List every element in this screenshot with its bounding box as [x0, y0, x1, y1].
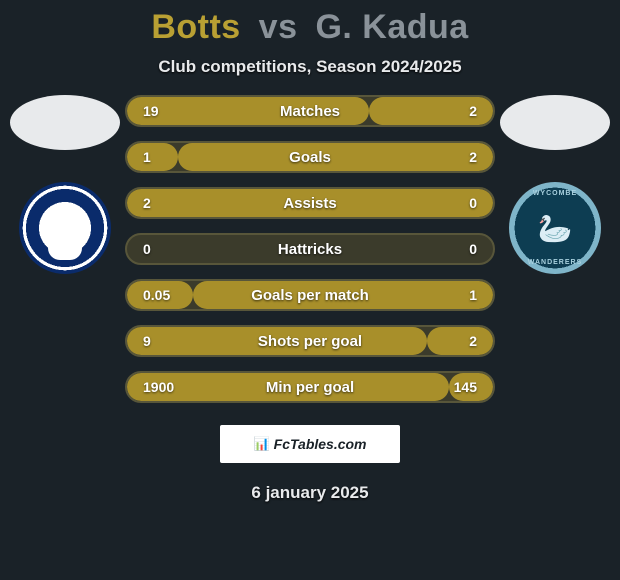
left-team-badge: ✷: [15, 178, 115, 278]
chart-icon: 📊: [253, 436, 269, 452]
date-label: 6 january 2025: [0, 483, 620, 503]
swan-icon: 🦢: [538, 212, 573, 245]
stat-value-right: 2: [427, 103, 487, 119]
page-title: Botts vs G. Kadua: [0, 0, 620, 47]
crescent-icon: [48, 248, 82, 260]
portsmouth-badge-icon: ✷: [19, 182, 111, 274]
stat-value-right: 0: [427, 241, 487, 257]
stat-value-left: 2: [133, 195, 193, 211]
right-team-badge: WYCOMBE 🦢 WANDERERS: [505, 178, 605, 278]
stat-label: Hattricks: [193, 241, 427, 258]
stat-label: Assists: [193, 195, 427, 212]
title-vs: vs: [259, 8, 298, 46]
subtitle: Club competitions, Season 2024/2025: [0, 57, 620, 77]
stat-bar: 0Hattricks0: [125, 233, 495, 265]
title-player2: G. Kadua: [315, 8, 468, 46]
stat-bar: 2Assists0: [125, 187, 495, 219]
stats-bars: 19Matches21Goals22Assists00Hattricks00.0…: [125, 95, 495, 403]
stat-value-left: 1: [133, 149, 193, 165]
stat-value-right: 1: [427, 287, 487, 303]
stat-bar: 19Matches2: [125, 95, 495, 127]
title-player1: Botts: [151, 8, 240, 46]
badge-text-bottom: WANDERERS: [509, 259, 601, 266]
comparison-card: Botts vs G. Kadua Club competitions, Sea…: [0, 0, 620, 580]
stat-bar: 1Goals2: [125, 141, 495, 173]
wycombe-badge-icon: WYCOMBE 🦢 WANDERERS: [509, 182, 601, 274]
stat-value-right: 2: [427, 333, 487, 349]
stat-value-left: 0.05: [133, 287, 193, 303]
left-player-avatar: [10, 95, 120, 150]
right-player-col: WYCOMBE 🦢 WANDERERS: [495, 95, 615, 278]
stat-value-left: 0: [133, 241, 193, 257]
stat-value-right: 145: [427, 379, 487, 395]
star-icon: ✷: [52, 207, 77, 242]
stat-value-right: 0: [427, 195, 487, 211]
stat-bar: 9Shots per goal2: [125, 325, 495, 357]
stat-label: Shots per goal: [193, 333, 427, 350]
left-player-col: ✷: [5, 95, 125, 278]
main-row: ✷ 19Matches21Goals22Assists00Hattricks00…: [0, 95, 620, 403]
stat-label: Goals per match: [193, 287, 427, 304]
stat-bar: 0.05Goals per match1: [125, 279, 495, 311]
stat-value-left: 19: [133, 103, 193, 119]
stat-value-left: 1900: [133, 379, 193, 395]
stat-label: Matches: [193, 103, 427, 120]
stat-value-left: 9: [133, 333, 193, 349]
brand-text: FcTables.com: [274, 436, 367, 452]
stat-label: Goals: [193, 149, 427, 166]
brand-logo: 📊 FcTables.com: [220, 425, 400, 463]
stat-label: Min per goal: [193, 379, 427, 396]
stat-bar: 1900Min per goal145: [125, 371, 495, 403]
badge-text-top: WYCOMBE: [509, 190, 601, 197]
right-player-avatar: [500, 95, 610, 150]
stat-value-right: 2: [427, 149, 487, 165]
